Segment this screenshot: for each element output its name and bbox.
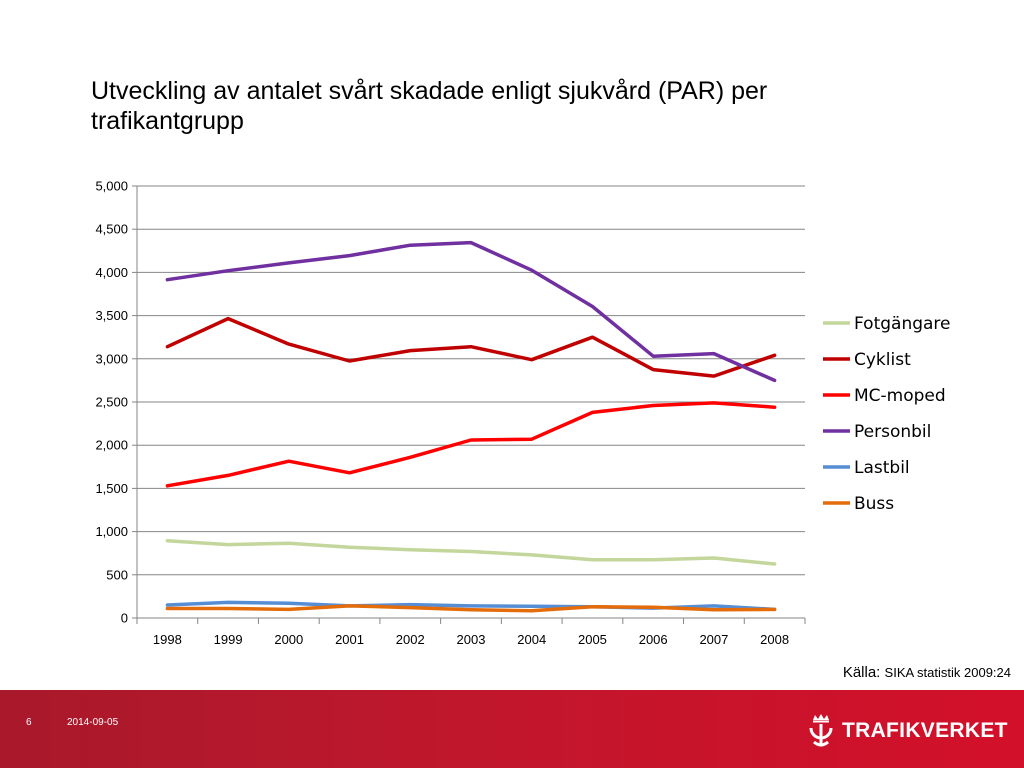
y-tick-label: 2,500 (95, 395, 128, 410)
x-tick-label: 2000 (274, 632, 303, 647)
legend-label: Fotgängare (854, 314, 951, 334)
series-line-fotgängare (165, 538, 777, 566)
x-tick-label: 2004 (517, 632, 546, 647)
legend-label: Lastbil (854, 458, 910, 478)
source-note: Källa: SIKA statistik 2009:24 (843, 664, 1011, 681)
legend-label: MC-moped (854, 386, 946, 406)
series-line-cyklist (165, 316, 777, 378)
y-tick-label: 2,000 (95, 438, 128, 453)
x-axis: 1998 1999 2000 2001 2002 2003 2004 2005 2006 2007… (136, 617, 806, 647)
x-tick-label: 1999 (214, 632, 243, 647)
y-tick-label: 4,000 (95, 265, 128, 280)
x-tick-label: 2005 (578, 632, 607, 647)
source-text: SIKA statistik 2009:24 (884, 665, 1011, 680)
chart-gridlines (132, 185, 805, 619)
footer-band: 6 2014-09-05 TRAFIKVERKET (0, 690, 1024, 768)
logo-text: TRAFIKVERKET (842, 719, 1008, 742)
crown-emblem-icon (809, 714, 833, 747)
series-line-mc-moped (165, 401, 777, 488)
chart-series (165, 240, 777, 613)
y-tick-label: 3,500 (95, 308, 128, 323)
legend-label: Buss (854, 494, 894, 514)
x-tick-label: 2007 (699, 632, 728, 647)
y-tick-label: 0 (121, 611, 128, 626)
page-number: 6 (26, 717, 32, 728)
chart-legend: Fotgängare Cyklist MC-moped Personbil Lastbi… (823, 314, 951, 514)
y-tick-label: 4,500 (95, 222, 128, 237)
series-line-buss (165, 604, 777, 613)
series-line-personbil (165, 240, 777, 383)
x-tick-label: 1998 (153, 632, 182, 647)
x-tick-label: 2008 (760, 632, 789, 647)
x-tick-label: 2002 (396, 632, 425, 647)
y-tick-label: 500 (106, 567, 128, 582)
slide-title: Utveckling av antalet svårt skadade enli… (91, 77, 768, 135)
x-tick-label: 2001 (335, 632, 364, 647)
y-axis-ticks: 0 500 1,000 1,500 2,000 2,500 3,000 3,500 4,000 4… (95, 179, 128, 626)
y-tick-label: 1,500 (95, 481, 128, 496)
x-tick-label: 2003 (457, 632, 486, 647)
line-chart: 0 500 1,000 1,500 2,000 2,500 3,000 3,500 4,000 4… (95, 179, 951, 648)
x-tick-label: 2006 (639, 632, 668, 647)
y-tick-label: 3,000 (95, 351, 128, 366)
y-tick-label: 1,000 (95, 524, 128, 539)
legend-label: Personbil (854, 422, 931, 442)
source-prefix: Källa: (842, 664, 881, 681)
legend-label: Cyklist (854, 350, 911, 370)
trafikverket-logo: TRAFIKVERKET (806, 712, 1008, 750)
footer-date: 2014-09-05 (67, 717, 119, 728)
y-tick-label: 5,000 (95, 179, 128, 194)
